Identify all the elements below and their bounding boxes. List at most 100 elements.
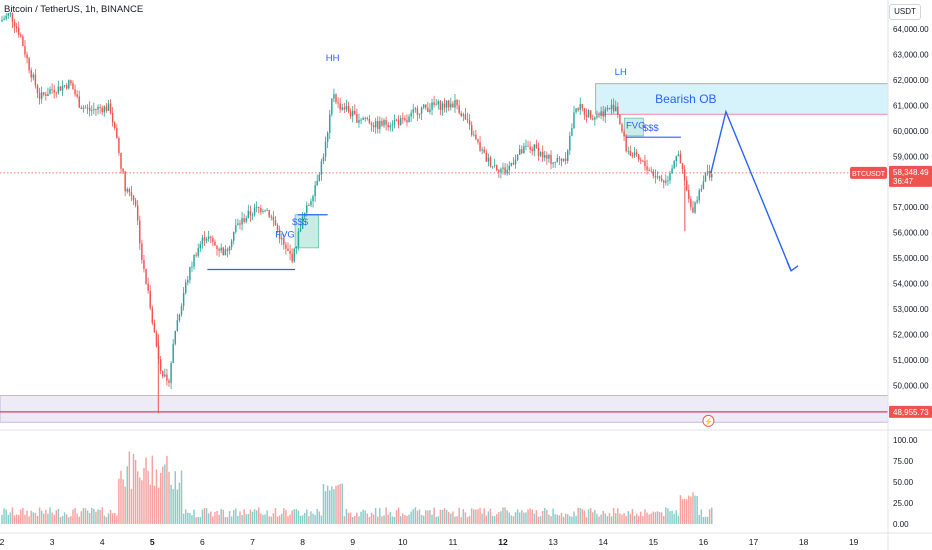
- volume-bar: [654, 512, 657, 524]
- candle-body: [431, 102, 433, 110]
- candle-body: [360, 119, 362, 121]
- volume-bar: [629, 513, 632, 524]
- volume-bar: [698, 514, 700, 524]
- candle-body: [704, 173, 707, 182]
- volume-bar: [652, 511, 655, 524]
- candle-body: [660, 178, 663, 181]
- volume-bar: [214, 512, 216, 524]
- currency-selector[interactable]: USDT: [889, 4, 921, 20]
- candle-body: [658, 176, 661, 179]
- candle-body: [287, 248, 289, 251]
- candle-body: [1, 19, 3, 22]
- volume-bar: [702, 516, 705, 524]
- price-tick-label: 57,000.00: [893, 203, 929, 212]
- volume-bar: [708, 509, 711, 524]
- volume-bar: [550, 516, 552, 524]
- candle-body: [15, 26, 18, 29]
- price-tick-label: 52,000.00: [893, 330, 929, 339]
- candle-body: [679, 154, 682, 164]
- candle-body: [318, 174, 321, 181]
- volume-bar: [162, 466, 164, 524]
- volume-bar: [1, 514, 3, 524]
- fvg-box-right[interactable]: [623, 117, 644, 137]
- candle-body: [665, 180, 667, 183]
- volume-bar: [243, 509, 245, 524]
- volume-bar: [155, 469, 158, 524]
- volume-bar: [78, 516, 80, 524]
- candle-body: [681, 163, 684, 170]
- support-zone[interactable]: [0, 395, 889, 423]
- candle-body: [364, 118, 366, 119]
- candle-body: [224, 249, 227, 256]
- candle-body: [230, 240, 233, 247]
- candle-body: [88, 107, 91, 111]
- volume-bar: [318, 511, 321, 524]
- candle-body: [30, 70, 32, 78]
- volume-bar: [544, 507, 546, 524]
- volume-bar: [166, 455, 168, 524]
- candle-body: [82, 107, 85, 110]
- volume-bar: [397, 507, 400, 524]
- candle-body: [72, 83, 74, 90]
- volume-bar: [126, 466, 128, 524]
- volume-bar: [667, 508, 669, 524]
- volume-bar: [623, 513, 625, 524]
- volume-bar: [619, 513, 621, 524]
- lightning-icon[interactable]: ⚡: [702, 414, 715, 427]
- candle-body: [429, 109, 431, 112]
- volume-bar: [420, 514, 423, 524]
- volume-bar: [408, 514, 410, 524]
- candle-body: [191, 266, 193, 268]
- candle-body: [456, 99, 458, 106]
- time-tick-label: 7: [250, 537, 255, 547]
- volume-bar: [366, 513, 369, 524]
- volume-bar: [441, 509, 444, 524]
- volume-bar: [337, 485, 339, 524]
- candle-body: [395, 119, 398, 121]
- volume-bar: [621, 514, 623, 524]
- candle-body: [404, 118, 406, 121]
- candle-body: [65, 85, 68, 89]
- volume-bar: [329, 490, 331, 524]
- volume-bar: [159, 472, 162, 524]
- volume-bar: [197, 516, 199, 524]
- volume-bar: [473, 509, 475, 524]
- volume-bar: [704, 516, 707, 524]
- volume-bar: [235, 508, 237, 524]
- candle-body: [441, 103, 444, 111]
- volume-bar: [189, 513, 191, 524]
- candle-body: [189, 267, 191, 281]
- volume-bar: [402, 513, 404, 524]
- candle-body: [688, 190, 690, 199]
- volume-bar: [491, 515, 494, 524]
- volume-bar: [105, 517, 108, 524]
- volume-bar: [527, 509, 529, 524]
- candles-layer: [1, 11, 713, 524]
- volume-bar: [47, 513, 49, 524]
- volume-bar: [610, 516, 613, 524]
- volume-bar: [103, 515, 106, 524]
- candle-body: [475, 134, 477, 140]
- volume-bar: [462, 509, 465, 524]
- candle-body: [656, 176, 659, 178]
- candle-body: [354, 110, 356, 115]
- candle-body: [139, 220, 141, 244]
- volume-bar: [437, 516, 440, 524]
- candle-body: [339, 103, 341, 110]
- volume-bar: [34, 512, 37, 524]
- projection-path[interactable]: [710, 109, 792, 272]
- candle-body: [610, 104, 613, 110]
- volume-bar: [412, 509, 414, 524]
- volume-bar: [312, 513, 314, 524]
- volume-bar: [193, 509, 195, 524]
- volume-bar: [210, 511, 212, 524]
- volume-bar: [606, 516, 609, 524]
- candle-body: [356, 114, 358, 123]
- bearish-ob-zone[interactable]: [595, 83, 889, 115]
- candle-body: [74, 89, 76, 95]
- candle-body: [197, 248, 199, 256]
- volume-bar: [293, 509, 295, 524]
- candle-body: [55, 92, 58, 94]
- volume-bar: [113, 513, 116, 524]
